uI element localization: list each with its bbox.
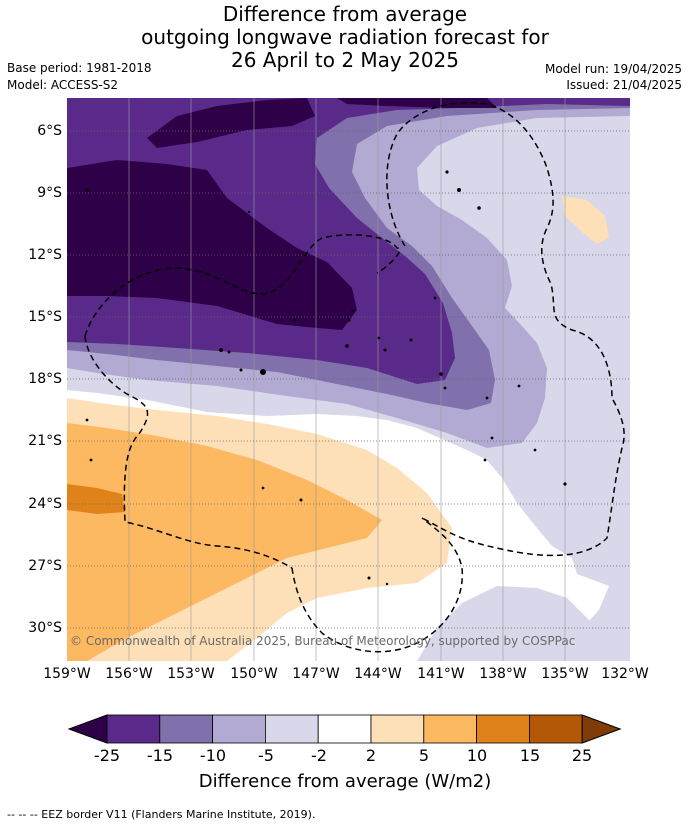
colorbar-label: Difference from average (W/m2) — [198, 771, 492, 792]
colorbar-segment — [423, 714, 477, 744]
colorbar-segment — [317, 714, 372, 744]
lon-tick: 144°W — [354, 666, 402, 682]
lat-tick: 30°S — [28, 620, 62, 636]
lat-tick: 24°S — [28, 496, 62, 512]
graticule-lat — [67, 130, 630, 629]
eez-border-cook-islands — [84, 234, 401, 337]
colorbar-tick: -25 — [93, 746, 121, 765]
colorbar-tick: 10 — [466, 746, 488, 765]
lat-tick: 27°S — [28, 558, 62, 574]
eez-footnote: -- -- -- EEZ border V11 (Flanders Marine… — [7, 808, 316, 821]
zone-minus-25-to-15 — [67, 98, 630, 384]
colorbar-tick: -15 — [146, 746, 174, 765]
colorbar-segment — [476, 714, 530, 744]
zone-10-to-15 — [67, 484, 125, 514]
lon-tick: 150°W — [230, 666, 278, 682]
lat-tick: 6°S — [37, 123, 62, 139]
colorbar-under-arrow — [67, 714, 108, 744]
eez-borders — [84, 101, 625, 653]
lat-tick: 12°S — [28, 247, 62, 263]
lat-tick: 9°S — [37, 185, 62, 201]
lon-tick: 141°W — [417, 666, 465, 682]
issued-date: Issued: 21/04/2025 — [566, 78, 682, 92]
base-period: Base period: 1981-2018 — [7, 61, 152, 75]
copyright-notice: © Commonwealth of Australia 2025, Bureau… — [70, 634, 576, 648]
colorbar-tick: 2 — [365, 746, 377, 765]
model-run: Model run: 19/04/2025 — [544, 62, 682, 76]
colorbar-tick: 25 — [571, 746, 593, 765]
colorbar-tick: -10 — [199, 746, 227, 765]
lat-tick: 18°S — [28, 371, 62, 387]
colorbar-segment — [529, 714, 583, 744]
eez-border-niue — [84, 335, 293, 569]
zone-below-minus-25 — [67, 160, 357, 330]
title-line-2: outgoing longwave radiation forecast for — [141, 25, 549, 49]
zone-2-to-5-patch — [562, 196, 609, 244]
forecast-map — [67, 98, 630, 661]
colorbar-tick: 15 — [519, 746, 541, 765]
model-name: Model: ACCESS-S2 — [7, 78, 119, 92]
colorbar-over-arrow — [581, 714, 622, 744]
lon-tick: 159°W — [43, 666, 91, 682]
map-canvas — [67, 98, 630, 661]
lon-tick: 147°W — [292, 666, 340, 682]
colorbar-segment — [159, 714, 214, 744]
lat-tick: 15°S — [28, 309, 62, 325]
colorbar-segment — [370, 714, 425, 744]
colorbar-tick: -2 — [311, 746, 327, 765]
graticule — [128, 98, 566, 661]
eez-border-polynesia — [386, 101, 625, 557]
zone-5-to-10 — [67, 423, 382, 661]
eez-border-pitcairn — [291, 517, 464, 653]
colorbar-segment — [264, 714, 319, 744]
lon-tick: 135°W — [541, 666, 589, 682]
colorbar-segment — [212, 714, 266, 744]
lon-tick: 132°W — [601, 666, 649, 682]
lat-tick: 21°S — [28, 433, 62, 449]
colorbar — [67, 714, 622, 744]
title-line-1: Difference from average — [222, 2, 468, 26]
islands — [85, 170, 567, 586]
colorbar-segment — [106, 714, 161, 744]
colorbar-tick: 5 — [418, 746, 430, 765]
zone-minus-5-to-2-south — [417, 586, 630, 661]
lon-tick: 153°W — [167, 666, 215, 682]
zone-below-minus-25-ne — [337, 98, 497, 108]
lon-tick: 138°W — [479, 666, 527, 682]
zone-below-minus-25-north — [147, 98, 315, 148]
title-line-3: 26 April to 2 May 2025 — [231, 48, 459, 72]
lon-tick: 156°W — [105, 666, 153, 682]
colorbar-tick: -5 — [258, 746, 274, 765]
